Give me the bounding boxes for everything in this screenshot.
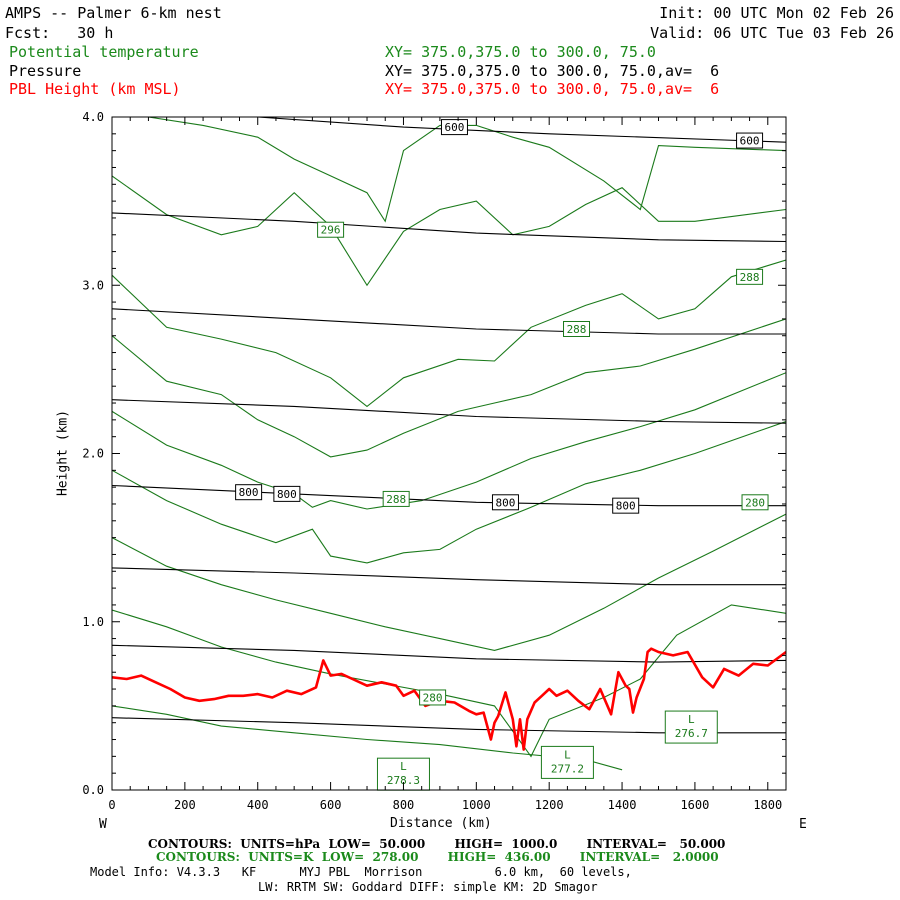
theta-contour-1 [112, 604, 786, 758]
theta-label-288-1: 288 [736, 268, 764, 285]
theta-contour-3 [112, 420, 786, 564]
model-title: AMPS -- Palmer 6-km nest [5, 4, 222, 22]
x-tick-label-1800: 1800 [753, 798, 782, 812]
y-tick-label-4.0: 4.0 [82, 110, 104, 124]
pbl-height-series [112, 647, 786, 751]
svg-text:280: 280 [423, 691, 443, 704]
x-tick-label-1600: 1600 [680, 798, 709, 812]
y-tick-label-0.0: 0.0 [82, 783, 104, 797]
x-tick-label-0: 0 [108, 798, 115, 812]
pressure-contour-850 [112, 567, 786, 586]
theta-label-288-3: 288 [382, 490, 410, 507]
low-value: 278.3 [387, 774, 420, 787]
valid-time: Valid: 06 UTC Tue 03 Feb 26 [650, 24, 894, 42]
theta-contour-4 [112, 372, 786, 510]
svg-text:600: 600 [740, 135, 760, 148]
footer-pressure-contours: CONTOURS: UNITS=hPa LOW= 50.000 HIGH= 10… [148, 837, 726, 851]
pressure-contour-750 [112, 399, 786, 424]
xy-pressure: XY= 375.0,375.0 to 300.0, 75.0,av= 6 [385, 62, 720, 80]
x-tick-label-800: 800 [393, 798, 415, 812]
init-time: Init: 00 UTC Mon 02 Feb 26 [659, 4, 894, 22]
theta-label-280-4: 280 [741, 494, 769, 511]
field-pbl-label: PBL Height (km MSL) [9, 80, 181, 98]
svg-text:800: 800 [239, 486, 259, 499]
pressure-label-600-1: 600 [736, 132, 764, 149]
svg-text:800: 800 [496, 496, 516, 509]
pressure-contour-900 [112, 644, 786, 663]
pressure-label-800-5: 800 [612, 497, 640, 514]
x-tick-label-200: 200 [174, 798, 196, 812]
y-tick-label-1.0: 1.0 [82, 615, 104, 629]
xy-theta: XY= 375.0,375.0 to 300.0, 75.0 [385, 43, 656, 61]
y-axis-label: Height (km) [55, 409, 71, 497]
axes: 0 200 400 600 800 1000 1200 1400 1600 1800 0.0 1.0 2… [82, 110, 787, 812]
pressure-contour-600 [248, 117, 786, 143]
pressure-label-800-2: 800 [235, 484, 263, 501]
theta-label-296-0: 296 [317, 221, 345, 238]
low-letter: L [400, 760, 407, 773]
west-label: W [99, 817, 107, 832]
theta-contours [112, 117, 786, 771]
pressure-label-800-3: 800 [273, 485, 301, 502]
theta-contour-7 [112, 175, 786, 287]
svg-text:288: 288 [740, 271, 760, 284]
footer-physics-info: LW: RRTM SW: Goddard DIFF: simple KM: 2D… [258, 880, 598, 894]
y-tick-label-2.0: 2.0 [82, 447, 104, 461]
svg-text:288: 288 [567, 323, 587, 336]
pressure-contour-700 [112, 308, 786, 335]
x-tick-label-400: 400 [247, 798, 269, 812]
forecast-hour: Fcst: 30 h [5, 24, 114, 42]
theta-label-288-2: 288 [563, 320, 591, 337]
theta-contour-5 [112, 318, 786, 458]
pressure-contour-800 [112, 484, 786, 507]
theta-label-280-5: 280 [419, 689, 447, 706]
svg-text:800: 800 [616, 500, 636, 513]
x-axis-label: Distance (km) [390, 816, 492, 831]
theta-contour-6 [112, 259, 786, 408]
pressure-contours [112, 117, 786, 734]
low-value: 277.2 [551, 762, 584, 775]
svg-text:296: 296 [321, 224, 341, 237]
svg-text:280: 280 [745, 496, 765, 509]
x-tick-label-1000: 1000 [462, 798, 491, 812]
svg-text:800: 800 [277, 488, 297, 501]
low-letter: L [688, 713, 695, 726]
theta-contour-2 [112, 513, 786, 651]
low-letter: L [564, 748, 571, 761]
pressure-label-600-0: 600 [440, 119, 468, 136]
xy-pbl: XY= 375.0,375.0 to 300.0, 75.0,av= 6 [385, 80, 720, 98]
x-tick-label-1400: 1400 [608, 798, 637, 812]
footer-model-info: Model Info: V4.3.3 KF MYJ PBL Morrison 6… [90, 865, 632, 879]
y-tick-label-3.0: 3.0 [82, 278, 104, 292]
pressure-label-800-4: 800 [491, 494, 519, 511]
svg-text:288: 288 [386, 493, 406, 506]
svg-text:600: 600 [445, 121, 465, 134]
x-tick-label-600: 600 [320, 798, 342, 812]
pbl-height-line [112, 647, 786, 751]
field-theta-label: Potential temperature [9, 43, 199, 61]
x-tick-label-1200: 1200 [535, 798, 564, 812]
east-label: E [799, 817, 807, 832]
theta-contour-8 [148, 117, 786, 223]
field-pressure-label: Pressure [9, 62, 82, 80]
footer-theta-contours: CONTOURS: UNITS=K LOW= 278.00 HIGH= 436.… [156, 850, 719, 864]
low-value: 276.7 [675, 727, 708, 740]
pressure-contour-650 [112, 212, 786, 243]
